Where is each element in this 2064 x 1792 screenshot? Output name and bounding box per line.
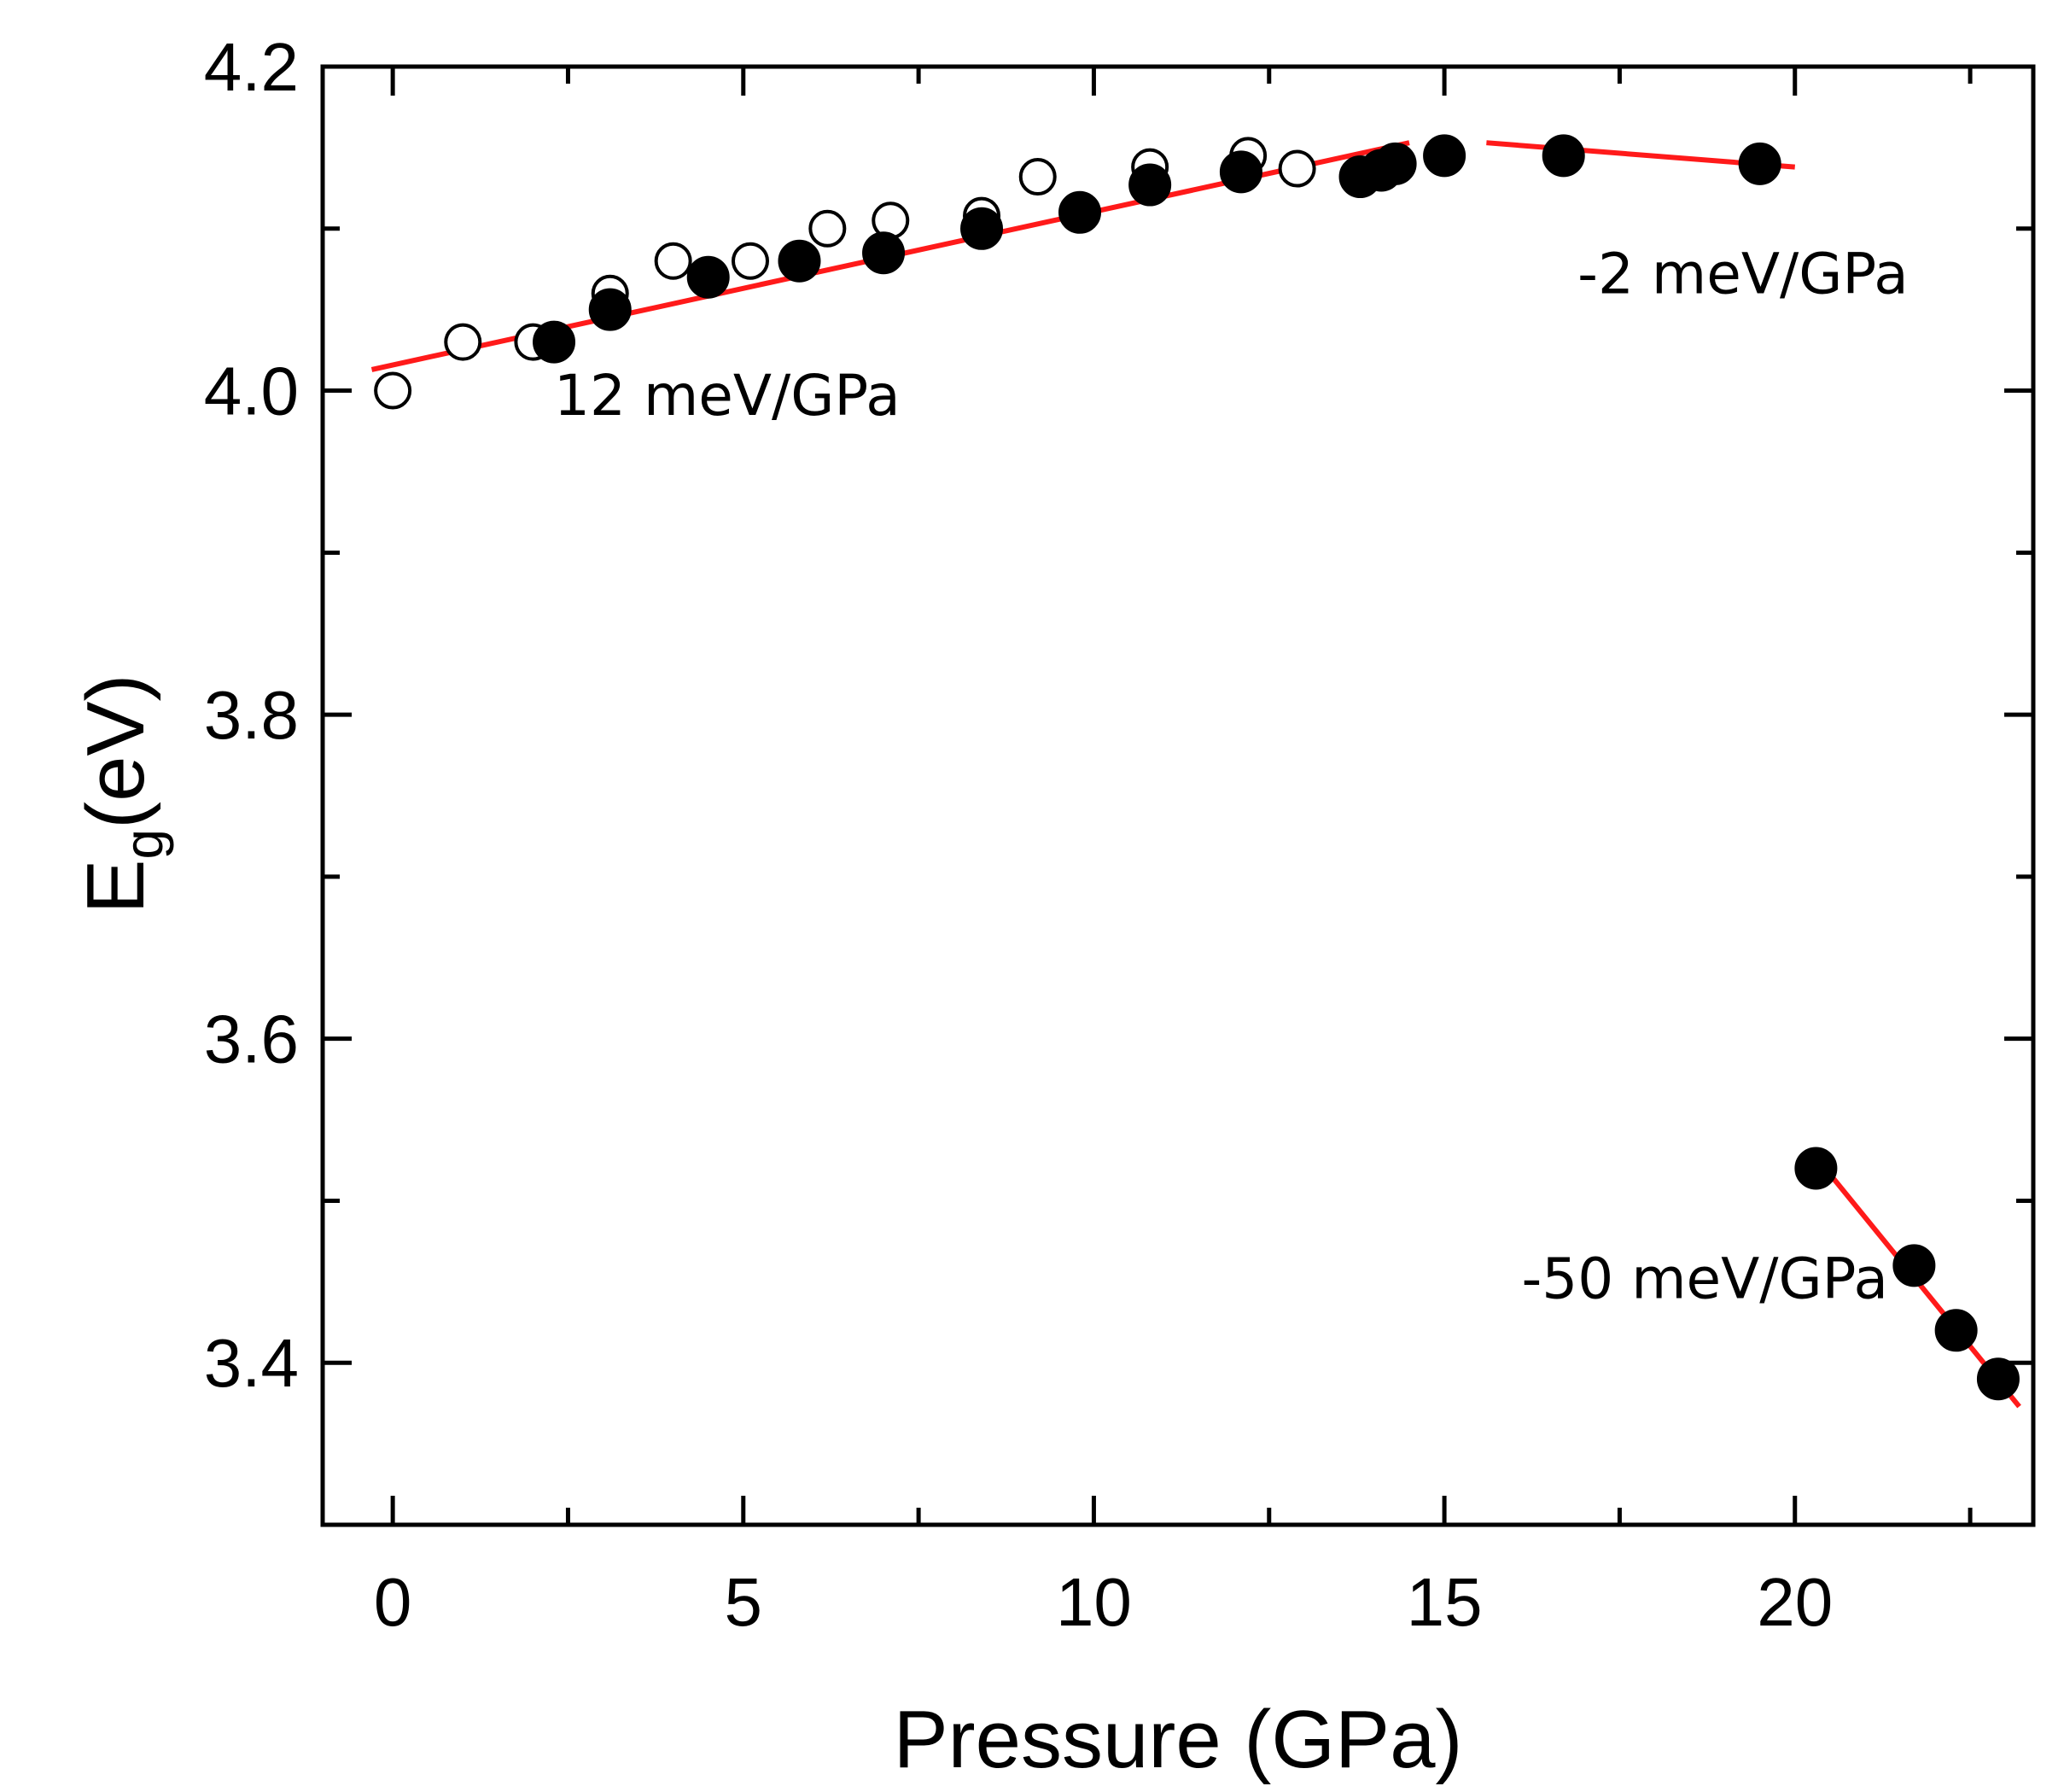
filled-data-point: [1892, 1244, 1936, 1287]
filled-data-point: [1794, 1147, 1838, 1190]
y-tick-label: 3.4: [204, 1325, 299, 1401]
filled-data-point: [533, 320, 576, 364]
filled-data-point: [1738, 142, 1781, 185]
x-tick-label: 15: [1407, 1564, 1483, 1640]
x-tick-label: 0: [374, 1564, 412, 1640]
open-data-point: [808, 209, 847, 248]
y-tick-label: 3.6: [204, 1001, 299, 1077]
data-points: [374, 134, 2020, 1401]
filled-data-point: [960, 207, 1004, 250]
y-tick-label: 4.2: [204, 29, 299, 105]
open-data-point: [374, 371, 412, 410]
axis-ticks: [323, 64, 2033, 1527]
filled-data-point: [1128, 163, 1172, 207]
y-axis-title-unit: (eV): [70, 674, 161, 829]
svg-text:Eg(eV): Eg(eV): [70, 674, 174, 914]
open-data-point: [444, 323, 482, 361]
filled-data-point: [778, 239, 821, 283]
slope-annotations: 12 meV/GPa -2 meV/GPa -50 meV/GPa: [554, 242, 1909, 1312]
filled-data-point: [1219, 150, 1262, 194]
filled-data-point: [1934, 1309, 1978, 1352]
open-data-point: [654, 242, 692, 280]
open-data-point: [1278, 149, 1316, 188]
y-tick-label: 4.0: [204, 353, 299, 429]
open-data-point: [732, 242, 769, 280]
open-data-point: [1018, 158, 1057, 196]
plot-frame: [320, 64, 2036, 1527]
slope-annotation: -50 meV/GPa: [1521, 1246, 1887, 1311]
filled-data-point: [1976, 1357, 2020, 1401]
x-tick-label: 20: [1757, 1564, 1833, 1640]
x-tick-label: 5: [725, 1564, 763, 1640]
filled-data-point: [1542, 134, 1585, 178]
tick-labels: 0 5 10 15 20 3.4 3.6 3.8 4.0 4.2: [204, 29, 1833, 1640]
y-tick-label: 3.8: [204, 677, 299, 753]
x-tick-label: 10: [1056, 1564, 1132, 1640]
y-axis-title-main: E: [70, 859, 161, 914]
slope-annotation: -2 meV/GPa: [1577, 242, 1908, 307]
filled-data-point: [862, 231, 906, 275]
filled-data-point: [1423, 134, 1466, 178]
x-axis-title: Pressure (GPa): [894, 1694, 1463, 1785]
y-axis-title-subscript: g: [113, 829, 174, 860]
filled-data-point: [1058, 190, 1102, 234]
fit-lines: [370, 140, 2021, 1409]
filled-data-point: [1373, 142, 1417, 185]
y-axis-title: Eg(eV): [70, 674, 174, 914]
filled-data-point: [686, 255, 730, 299]
filled-data-point: [588, 288, 632, 331]
slope-annotation: 12 meV/GPa: [554, 363, 901, 429]
